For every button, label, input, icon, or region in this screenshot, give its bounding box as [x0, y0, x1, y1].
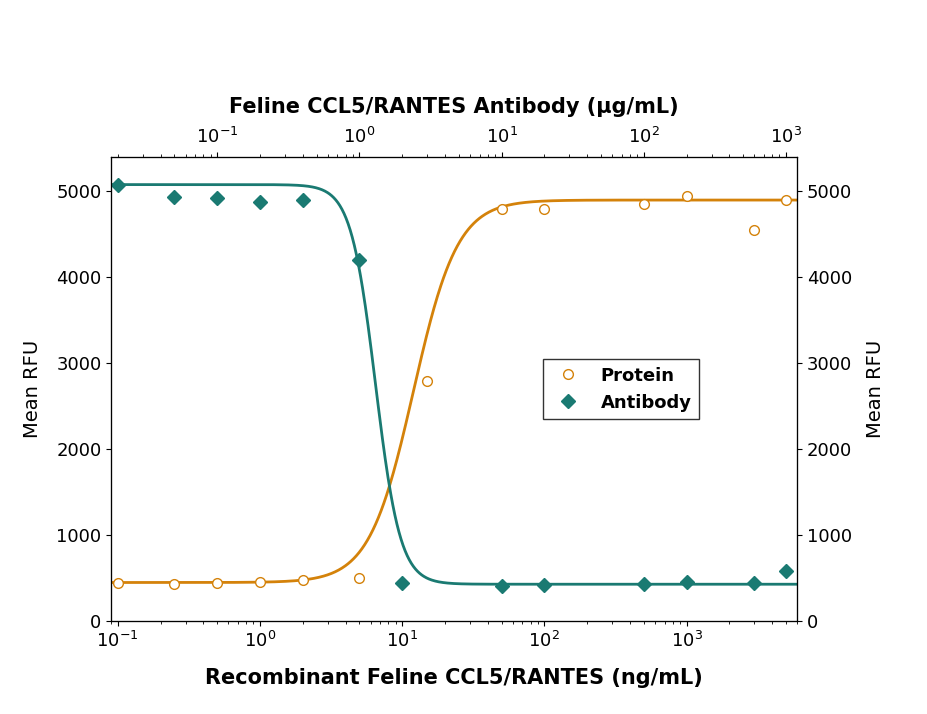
Line: Protein: Protein	[113, 191, 791, 589]
X-axis label: Feline CCL5/RANTES Antibody (μg/mL): Feline CCL5/RANTES Antibody (μg/mL)	[229, 97, 679, 117]
Antibody	[254, 198, 265, 206]
Antibody	[354, 256, 365, 264]
Protein	[638, 200, 649, 208]
Line: Antibody: Antibody	[113, 180, 791, 590]
Protein	[354, 574, 365, 583]
Antibody	[112, 181, 123, 189]
Protein	[496, 204, 507, 213]
Y-axis label: Mean RFU: Mean RFU	[866, 340, 885, 438]
Protein	[422, 376, 433, 385]
Antibody	[539, 580, 550, 589]
Antibody	[496, 582, 507, 590]
Y-axis label: Mean RFU: Mean RFU	[23, 340, 43, 438]
Protein	[781, 196, 792, 204]
X-axis label: Recombinant Feline CCL5/RANTES (ng/mL): Recombinant Feline CCL5/RANTES (ng/mL)	[206, 668, 703, 688]
Legend: Protein, Antibody: Protein, Antibody	[543, 359, 699, 419]
Protein	[254, 578, 265, 586]
Antibody	[681, 578, 692, 586]
Protein	[749, 226, 760, 234]
Antibody	[298, 196, 309, 204]
Protein	[169, 580, 180, 588]
Protein	[211, 579, 222, 588]
Protein	[112, 578, 123, 587]
Protein	[681, 191, 692, 200]
Antibody	[169, 192, 180, 201]
Protein	[539, 204, 550, 213]
Antibody	[638, 580, 649, 588]
Antibody	[781, 567, 792, 575]
Antibody	[397, 579, 408, 588]
Protein	[298, 575, 309, 584]
Antibody	[211, 194, 222, 203]
Antibody	[749, 578, 760, 587]
